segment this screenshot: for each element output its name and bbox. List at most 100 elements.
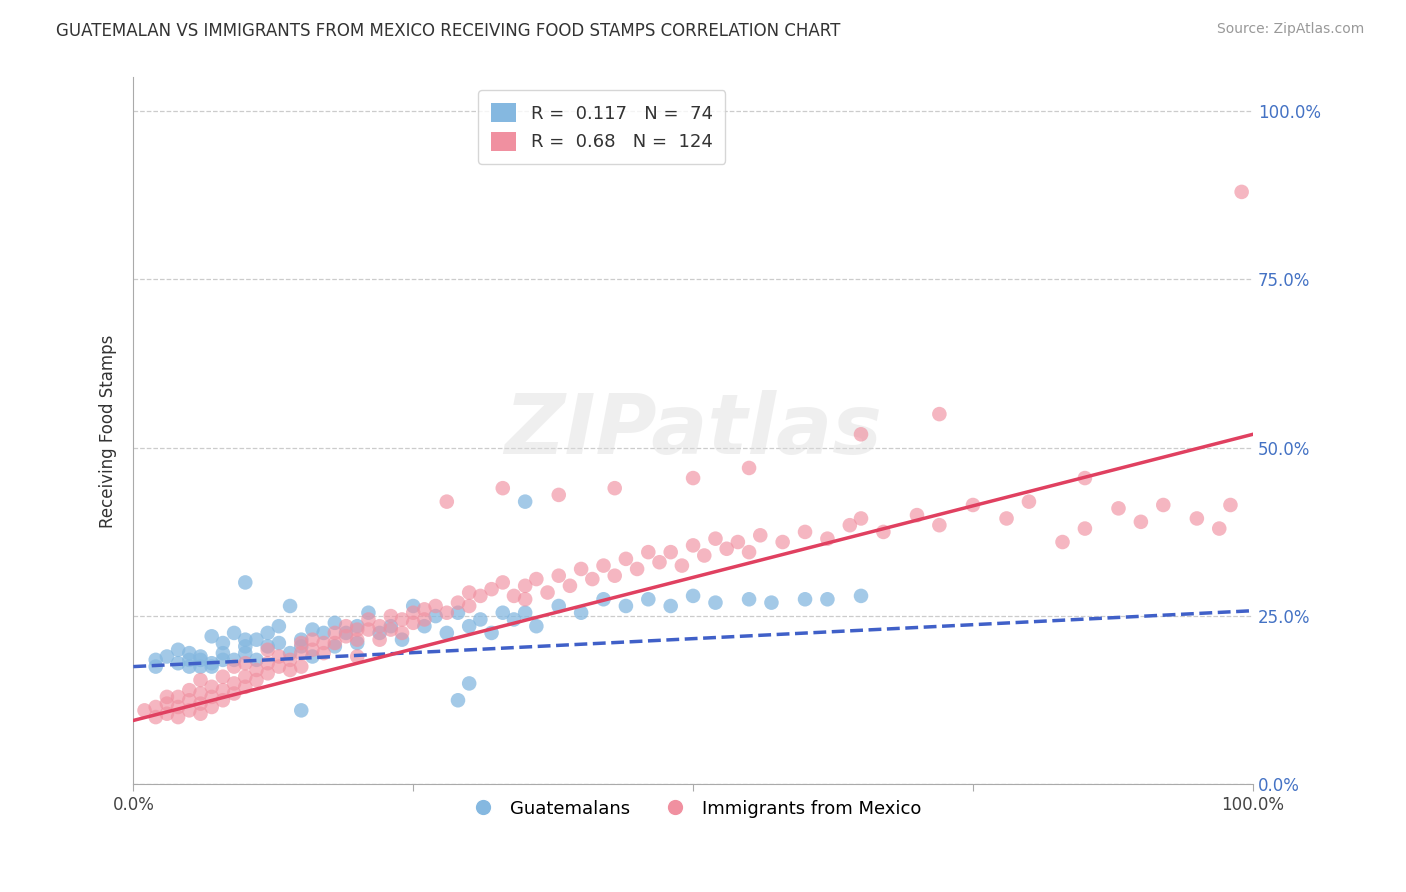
Point (212, 670, 235, 684)
Point (245, 632, 267, 647)
Point (278, 599, 301, 613)
Point (581, 572, 603, 586)
Point (905, 508, 928, 522)
Point (536, 585, 558, 599)
Point (458, 676, 481, 690)
Point (391, 612, 413, 626)
Point (547, 488, 569, 502)
Point (637, 592, 659, 607)
Point (380, 619, 402, 633)
Point (1230, 185, 1253, 199)
Point (290, 636, 312, 650)
Point (290, 659, 312, 673)
Point (301, 649, 323, 664)
Point (436, 494, 458, 508)
Point (682, 471, 704, 485)
Point (256, 666, 278, 681)
Point (928, 518, 950, 533)
Point (323, 640, 346, 654)
Point (436, 626, 458, 640)
Point (772, 535, 794, 549)
Point (962, 498, 984, 512)
Point (312, 636, 335, 650)
Point (738, 461, 761, 475)
Point (682, 589, 704, 603)
Text: GUATEMALAN VS IMMIGRANTS FROM MEXICO RECEIVING FOOD STAMPS CORRELATION CHART: GUATEMALAN VS IMMIGRANTS FROM MEXICO REC… (56, 22, 841, 40)
Point (134, 703, 156, 717)
Point (179, 693, 201, 707)
Point (233, 646, 256, 660)
Text: ZIPatlas: ZIPatlas (505, 391, 882, 472)
Point (301, 632, 323, 647)
Point (290, 703, 312, 717)
Point (727, 535, 749, 549)
Point (380, 609, 402, 624)
Point (301, 642, 323, 657)
Point (190, 649, 212, 664)
Point (167, 657, 190, 671)
Point (569, 562, 592, 576)
Point (190, 659, 212, 673)
Point (233, 575, 256, 590)
Point (716, 541, 738, 556)
Point (278, 663, 301, 677)
Point (156, 649, 179, 664)
Point (312, 646, 335, 660)
Point (492, 606, 515, 620)
Point (179, 653, 201, 667)
Point (524, 619, 547, 633)
Point (1074, 471, 1097, 485)
Point (167, 690, 190, 704)
Point (245, 673, 267, 687)
Point (391, 632, 413, 647)
Point (1074, 522, 1097, 536)
Point (637, 545, 659, 559)
Point (492, 481, 515, 495)
Point (1129, 515, 1152, 529)
Point (290, 632, 312, 647)
Point (391, 626, 413, 640)
Point (380, 623, 402, 637)
Point (201, 629, 224, 643)
Point (201, 659, 224, 673)
Point (1208, 522, 1230, 536)
Point (190, 697, 212, 711)
Point (524, 572, 547, 586)
Point (872, 524, 894, 539)
Point (312, 626, 335, 640)
Point (233, 632, 256, 647)
Point (167, 700, 190, 714)
Point (222, 659, 245, 673)
Point (346, 632, 368, 647)
Point (470, 612, 492, 626)
Legend: Guatemalans, Immigrants from Mexico: Guatemalans, Immigrants from Mexico (457, 792, 929, 825)
Point (849, 427, 872, 442)
Point (436, 606, 458, 620)
Point (458, 619, 481, 633)
Point (212, 646, 235, 660)
Point (233, 680, 256, 694)
Point (301, 623, 323, 637)
Point (179, 659, 201, 673)
Point (190, 687, 212, 701)
Point (503, 589, 526, 603)
Point (794, 524, 817, 539)
Point (368, 632, 391, 647)
Point (201, 680, 224, 694)
Point (145, 659, 167, 673)
Point (659, 599, 682, 613)
Point (569, 606, 592, 620)
Point (481, 582, 503, 596)
Point (357, 623, 380, 637)
Point (145, 653, 167, 667)
Point (413, 612, 436, 626)
Point (357, 606, 380, 620)
Point (156, 690, 179, 704)
Point (278, 646, 301, 660)
Point (515, 579, 537, 593)
Point (761, 596, 783, 610)
Point (458, 585, 481, 599)
Point (1152, 498, 1174, 512)
Point (425, 599, 447, 613)
Point (413, 602, 436, 616)
